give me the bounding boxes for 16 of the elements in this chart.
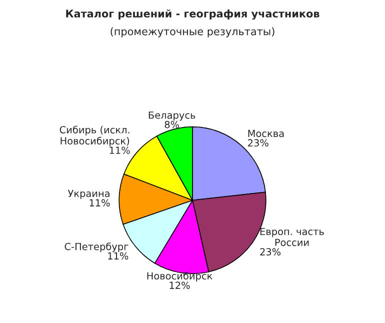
data-label: 11% [110,146,130,154]
slice-label: Украина [68,190,110,199]
data-label: 12% [170,282,190,289]
chart-subtitle: (промежуточные результаты) [110,27,274,38]
slice-label: Москва [248,130,284,138]
slice-label: Беларусь [148,112,196,121]
data-label: 23% [248,139,268,147]
slice-label: Сибирь (искл. Новосибирск) [60,126,130,146]
slice-label: С-Петербург [64,242,128,252]
data-label: 23% [260,248,281,256]
chart-title: Каталог решений - география участников [66,9,320,20]
data-label: 8% [164,120,180,128]
slice-label: Новосибирск [147,272,212,282]
data-label: 11% [108,252,128,260]
data-label: 11% [90,199,110,206]
slice-label: Европ. часть России [260,228,324,246]
